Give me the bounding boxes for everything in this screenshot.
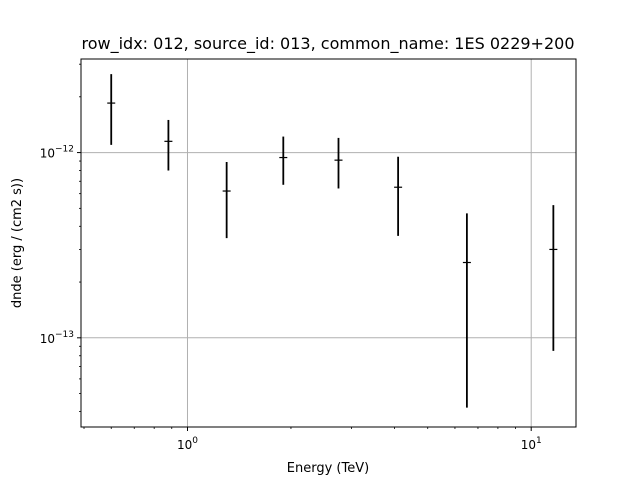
y-tick-label-1: 10−12: [40, 145, 74, 161]
axis-ticks: 100 101 10−13 10−12: [40, 63, 542, 452]
y-tick-label-0: 10−13: [40, 330, 74, 346]
chart-title: row_idx: 012, source_id: 013, common_nam…: [81, 34, 574, 54]
y-axis-label: dnde (erg / (cm2 s)): [10, 178, 25, 308]
x-tick-label-0: 100: [177, 436, 198, 452]
x-tick-label-1: 101: [521, 436, 542, 452]
plot-frame: [80, 58, 577, 428]
grid-lines: [81, 59, 576, 427]
x-axis-label: Energy (TeV): [287, 461, 369, 476]
data-points: [107, 74, 558, 408]
